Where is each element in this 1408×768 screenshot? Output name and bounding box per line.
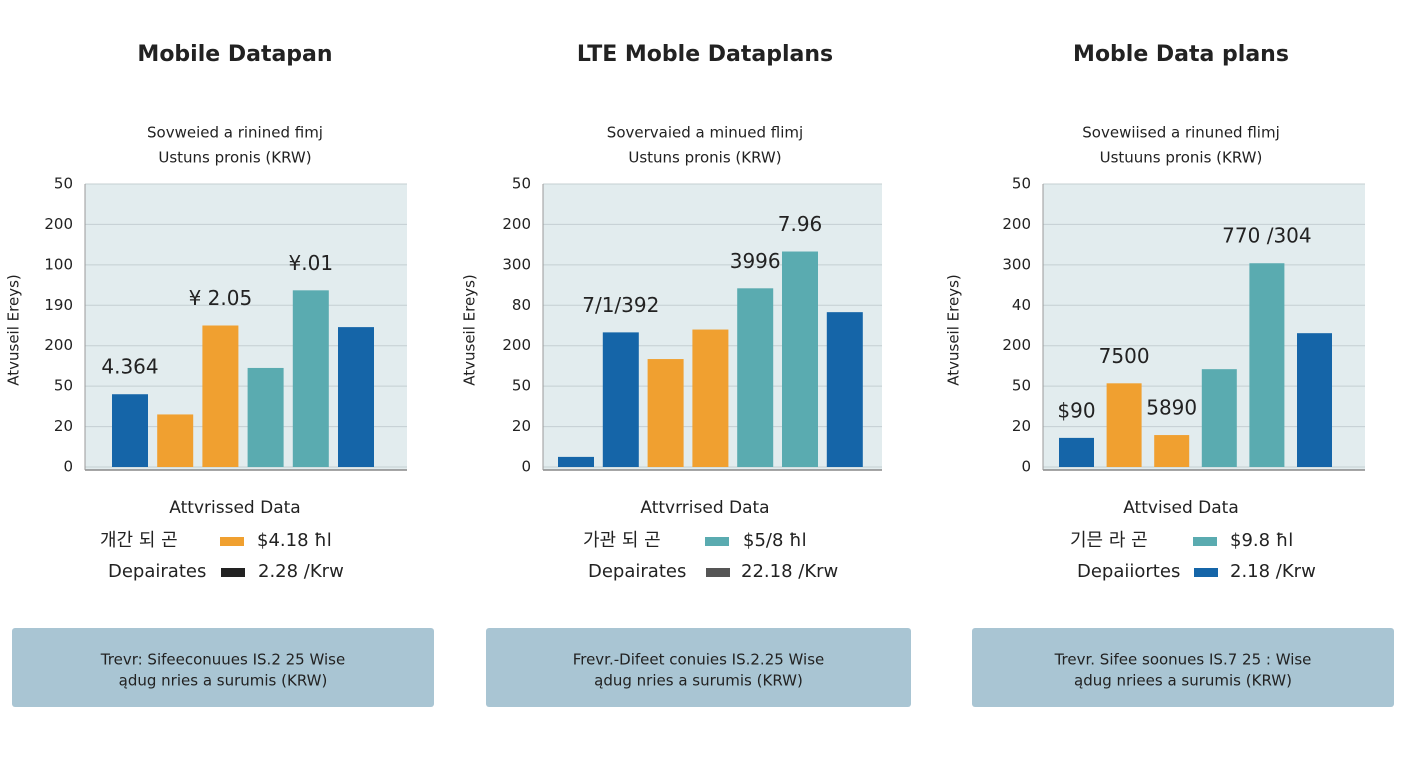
- note-text: Frevr.-Difeet conuies IS.2.25 Wise: [573, 651, 825, 669]
- y-axis-label: Atvuseil Ereys): [461, 274, 479, 386]
- y-tick-label: 20: [512, 417, 531, 435]
- y-tick-label: 200: [502, 336, 531, 354]
- legend-value: 22.18 /Krw: [741, 561, 838, 582]
- chart-subtitle: Sovweied a rinined fimj: [147, 124, 323, 142]
- chart-title: Mobile Datapan: [137, 42, 332, 67]
- bar: [292, 290, 329, 467]
- note-text: Trevr. Sifee soonues IS.7 25 : Wise: [1054, 651, 1312, 669]
- x-axis-label: Attvised Data: [1123, 498, 1239, 518]
- legend-swatch: [220, 537, 244, 546]
- bar: [338, 327, 374, 467]
- legend-label: Depaiiortes: [1077, 561, 1180, 582]
- bar: [558, 456, 594, 467]
- y-axis-label: Atvuseil Ereys): [945, 274, 963, 386]
- y-tick-label: 0: [1021, 458, 1031, 476]
- y-tick-label: 50: [512, 175, 531, 193]
- bar-annotation: $90: [1057, 398, 1095, 422]
- y-tick-label: 200: [44, 336, 73, 354]
- y-tick-label: 20: [1012, 417, 1031, 435]
- legend-swatch: [705, 537, 729, 546]
- y-tick-label: 0: [521, 458, 531, 476]
- y-tick-label: 100: [44, 255, 73, 273]
- bar: [1249, 263, 1285, 467]
- y-tick-label: 20: [54, 417, 73, 435]
- legend-swatch: [221, 568, 245, 577]
- chart-subtitle: Ustuuns pronis (KRW): [1100, 149, 1263, 167]
- y-tick-label: 50: [1012, 175, 1031, 193]
- bar: [1106, 383, 1142, 467]
- legend-label: Depairates: [108, 561, 206, 582]
- chart-title: LTE Moble Dataplans: [577, 42, 833, 67]
- bar: [1059, 437, 1094, 467]
- legend-label: 가관 되 곤: [583, 530, 661, 551]
- legend-value: $5/8 ħl: [743, 530, 807, 551]
- note-text: Trevr: Sifeeconuues IS.2 25 Wise: [100, 651, 345, 669]
- y-tick-label: 50: [54, 377, 73, 395]
- legend-label: 기믄 라 곤: [1070, 530, 1148, 551]
- legend-value: 2.18 /Krw: [1230, 561, 1316, 582]
- legend-value: $9.8 ħl: [1230, 530, 1293, 551]
- y-tick-label: 190: [44, 296, 73, 314]
- y-tick-label: 40: [1012, 296, 1031, 314]
- y-tick-label: 80: [512, 296, 531, 314]
- y-tick-label: 200: [1002, 336, 1031, 354]
- bar: [647, 359, 684, 467]
- bar-annotation: 770 /304: [1222, 224, 1311, 248]
- chart-subtitle: Ustuns pronis (KRW): [628, 149, 781, 167]
- bar: [157, 414, 194, 467]
- legend-value: 2.28 /Krw: [258, 561, 344, 582]
- legend-label: Depairates: [588, 561, 686, 582]
- bar: [782, 251, 818, 467]
- bar-annotation: 7/1/392: [582, 293, 659, 317]
- bar: [112, 394, 148, 467]
- y-tick-label: 200: [502, 215, 531, 233]
- bar-annotation: 5890: [1146, 396, 1197, 420]
- bar: [1297, 333, 1332, 467]
- note-text: ądug nriees a surumis (KRW): [1074, 672, 1292, 690]
- bar: [202, 325, 239, 467]
- legend-swatch: [1193, 537, 1217, 546]
- y-tick-label: 50: [512, 377, 531, 395]
- bar-annotation: 7.96: [778, 212, 823, 236]
- note-text: ądug nries a surumis (KRW): [594, 672, 803, 690]
- note-box: [972, 628, 1394, 707]
- chart-title: Moble Data plans: [1073, 42, 1289, 67]
- legend-swatch: [1194, 568, 1218, 577]
- legend-label: 개간 되 곤: [100, 530, 178, 551]
- legend-swatch: [706, 568, 730, 577]
- bar-annotation: 4.364: [101, 355, 158, 379]
- bar: [826, 312, 863, 467]
- chart-subtitle: Ustuns pronis (KRW): [158, 149, 311, 167]
- bar-annotation: 3996: [730, 249, 781, 273]
- bar: [737, 288, 774, 467]
- chart-subtitle: Sovervaied a minued flimj: [607, 124, 803, 142]
- y-tick-label: 200: [1002, 215, 1031, 233]
- y-tick-label: 300: [502, 255, 531, 273]
- note-box: [486, 628, 911, 707]
- y-tick-label: 300: [1002, 255, 1031, 273]
- y-tick-label: 0: [63, 458, 73, 476]
- y-tick-label: 50: [1012, 377, 1031, 395]
- legend-value: $4.18 ħl: [257, 530, 332, 551]
- y-tick-label: 50: [54, 175, 73, 193]
- bar-annotation: ¥.01: [289, 251, 334, 275]
- bar-annotation: ¥ 2.05: [189, 286, 253, 310]
- bar: [602, 332, 639, 467]
- note-text: ądug nries a surumis (KRW): [119, 672, 328, 690]
- x-axis-label: Attvrissed Data: [169, 498, 300, 518]
- bar: [247, 367, 284, 467]
- y-tick-label: 200: [44, 215, 73, 233]
- bar: [1201, 369, 1237, 467]
- chart-subtitle: Sovewiised a rinuned flimj: [1082, 124, 1279, 142]
- x-axis-label: Attvrrised Data: [640, 498, 769, 518]
- bar: [1154, 435, 1190, 467]
- bar: [692, 329, 729, 467]
- note-box: [12, 628, 434, 707]
- bar-annotation: 7500: [1099, 344, 1150, 368]
- y-axis-label: Atvuseil Ereys): [5, 274, 23, 386]
